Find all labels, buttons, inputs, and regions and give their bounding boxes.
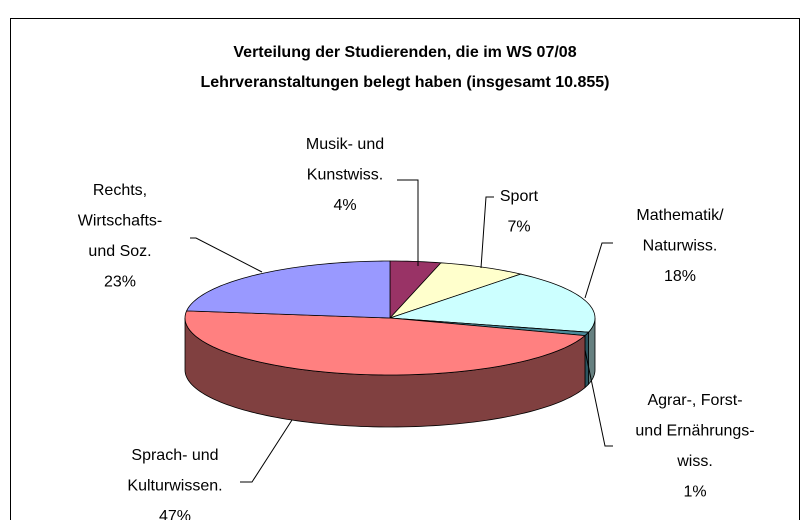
slice-label: Wirtschafts-	[78, 213, 162, 230]
slice-label: und Soz.	[88, 243, 151, 260]
slice-label: Mathematik/	[636, 207, 724, 224]
slice-label: Kunstwiss.	[307, 167, 383, 184]
chart-title: Lehrveranstaltungen belegt haben (insges…	[200, 74, 609, 91]
pie-slice	[185, 260, 391, 319]
leader-line	[480, 196, 494, 269]
slice-label: Sprach- und	[131, 447, 218, 464]
value-label: 1%	[683, 484, 706, 501]
leader-line	[190, 237, 263, 273]
leader-line	[397, 179, 419, 266]
pie-slice	[389, 273, 596, 333]
slice-label: Agrar-, Forst-	[647, 392, 742, 409]
slice-label: Rechts,	[93, 182, 147, 199]
chart-title: Verteilung der Studierenden, die im WS 0…	[233, 44, 576, 61]
pie-slice	[389, 262, 523, 319]
value-label: 18%	[664, 268, 696, 285]
value-label: 23%	[104, 274, 136, 291]
slice-label: Naturwiss.	[643, 238, 718, 255]
slice-label: Kulturwissen.	[127, 478, 222, 495]
slice-label: Sport	[500, 188, 539, 205]
slice-label: wiss.	[676, 453, 713, 470]
leader-line	[240, 419, 293, 483]
value-label: 4%	[333, 197, 356, 214]
pie-slice	[184, 310, 586, 376]
leader-line	[584, 242, 613, 299]
slice-label: und Ernährungs-	[635, 423, 754, 440]
slice-label: Musik- und	[306, 136, 384, 153]
value-label: 47%	[159, 508, 191, 520]
value-label: 7%	[507, 219, 530, 236]
leader-line	[584, 349, 613, 447]
